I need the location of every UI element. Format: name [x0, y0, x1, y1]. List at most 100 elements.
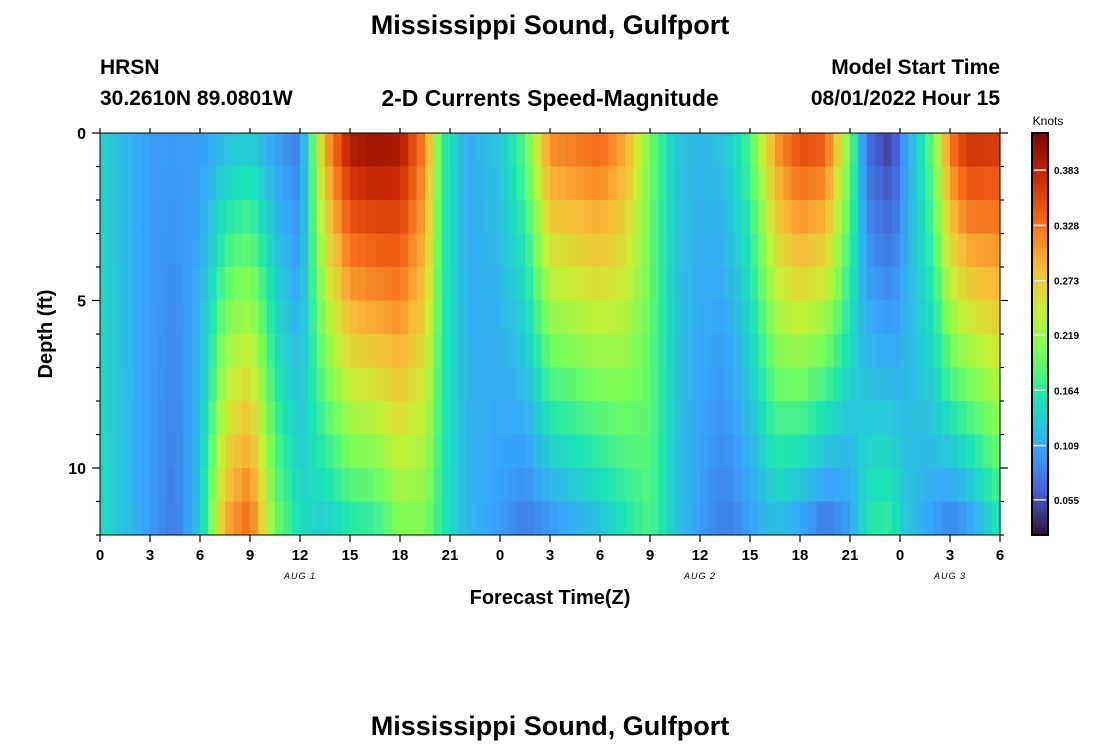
heatmap-cell	[733, 367, 743, 402]
heatmap-cell	[108, 434, 118, 469]
heatmap-cell	[316, 501, 326, 535]
heatmap-cell	[675, 233, 684, 268]
heatmap-cell	[158, 166, 168, 201]
heatmap-cell	[333, 233, 343, 268]
heatmap-cell	[208, 434, 218, 469]
heatmap-cell	[716, 501, 726, 535]
heatmap-cell	[191, 166, 201, 201]
heatmap-cell	[166, 401, 176, 436]
heatmap-cell	[158, 434, 168, 469]
heatmap-cell	[908, 501, 918, 535]
heatmap-cell	[141, 300, 151, 335]
heatmap-cell	[675, 434, 684, 469]
heatmap-cell	[116, 200, 126, 235]
heatmap-cell	[633, 434, 643, 469]
heatmap-cell	[400, 367, 409, 402]
heatmap-cell	[108, 166, 118, 201]
heatmap-cell	[216, 334, 226, 369]
heatmap-cell	[491, 434, 501, 469]
heatmap-cell	[508, 334, 518, 369]
heatmap-cell	[875, 200, 884, 235]
heatmap-cell	[833, 468, 843, 503]
heatmap-cell	[108, 200, 118, 235]
heatmap-cell	[600, 401, 609, 436]
heatmap-cell	[500, 200, 509, 235]
heatmap-cell	[750, 200, 759, 235]
heatmap-cell	[333, 367, 343, 402]
heatmap-cell	[516, 401, 526, 436]
heatmap-cell	[466, 501, 476, 535]
heatmap-cell	[583, 166, 593, 201]
heatmap-cell	[150, 334, 159, 369]
heatmap-cell	[225, 133, 234, 168]
heatmap-cell	[308, 166, 318, 201]
heatmap-cell	[125, 267, 134, 302]
heatmap-cell	[200, 133, 209, 168]
heatmap-cell	[866, 133, 876, 168]
heatmap-cell	[466, 468, 476, 503]
heatmap-cell	[116, 401, 126, 436]
heatmap-cell	[133, 367, 143, 402]
heatmap-cell	[733, 233, 743, 268]
heatmap-cell	[383, 233, 393, 268]
heatmap-cell	[408, 468, 418, 503]
heatmap-cell	[641, 133, 651, 168]
heatmap-cell	[433, 334, 443, 369]
heatmap-cell	[675, 166, 684, 201]
heatmap-cell	[558, 200, 568, 235]
heatmap-cell	[908, 267, 918, 302]
heatmap-cell	[116, 501, 126, 535]
heatmap-cell	[350, 233, 359, 268]
heatmap-cell	[341, 468, 351, 503]
heatmap-cell	[266, 233, 276, 268]
heatmap-cell	[800, 133, 809, 168]
heatmap-cell	[166, 166, 176, 201]
heatmap-cell	[816, 334, 826, 369]
heatmap-cell	[358, 501, 368, 535]
heatmap-cell	[916, 468, 926, 503]
heatmap-cell	[383, 200, 393, 235]
heatmap-cell	[800, 166, 809, 201]
heatmap-cell	[275, 334, 284, 369]
heatmap-cell	[591, 334, 601, 369]
heatmap-cell	[266, 200, 276, 235]
heatmap-cell	[125, 468, 134, 503]
heatmap-cell	[433, 267, 443, 302]
heatmap-cell	[800, 233, 809, 268]
heatmap-cell	[416, 267, 426, 302]
heatmap-cell	[391, 334, 401, 369]
heatmap-cell	[166, 133, 176, 168]
heatmap-cell	[533, 200, 543, 235]
heatmap-cell	[533, 401, 543, 436]
heatmap-cell	[141, 434, 151, 469]
heatmap-cell	[533, 133, 543, 168]
heatmap-cell	[316, 468, 326, 503]
heatmap-cell	[408, 501, 418, 535]
heatmap-cell	[508, 468, 518, 503]
heatmap-cell	[133, 267, 143, 302]
heatmap-cell	[766, 468, 776, 503]
heatmap-cell	[766, 166, 776, 201]
heatmap-cell	[725, 367, 734, 402]
heatmap-cell	[625, 468, 634, 503]
heatmap-cell	[933, 334, 943, 369]
heatmap-cell	[983, 468, 993, 503]
heatmap-cell	[333, 267, 343, 302]
heatmap-cell	[108, 133, 118, 168]
heatmap-cell	[550, 300, 559, 335]
heatmap-cell	[900, 334, 909, 369]
heatmap-cell	[591, 501, 601, 535]
heatmap-cell	[558, 501, 568, 535]
heatmap-cell	[133, 401, 143, 436]
heatmap-cell	[341, 501, 351, 535]
heatmap-cell	[366, 300, 376, 335]
heatmap-cell	[266, 133, 276, 168]
colorbar-tick-label: 0.219	[1054, 331, 1079, 342]
heatmap-cell	[158, 200, 168, 235]
heatmap-cell	[516, 233, 526, 268]
heatmap-cell	[841, 267, 851, 302]
heatmap-cell	[991, 200, 1000, 235]
heatmap-cell	[550, 133, 559, 168]
heatmap-cell	[775, 166, 784, 201]
heatmap-cell	[375, 300, 384, 335]
